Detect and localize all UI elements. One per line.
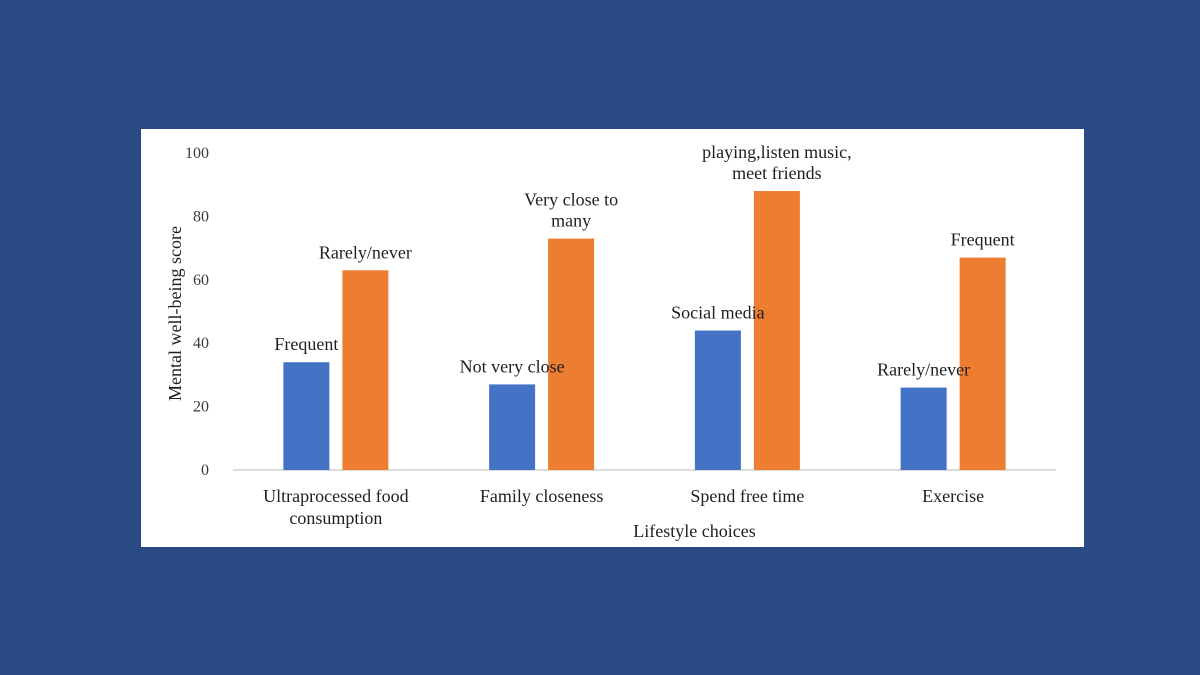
y-tick-label: 20 [193, 399, 209, 416]
bar-annotation: Not very close [460, 356, 565, 376]
bar-orange-3 [959, 257, 1006, 470]
bar-blue-0 [283, 362, 330, 470]
bar-blue-1 [489, 384, 536, 470]
bar-chart: 0 20 40 60 80 100 Frequent Rarely/never Not ver… [165, 142, 1056, 541]
x-axis-title: Lifestyle choices [633, 521, 755, 541]
x-category-label: consumption [289, 508, 382, 528]
y-tick-label: 40 [193, 335, 209, 352]
bar-orange-0 [342, 270, 389, 470]
bar-annotation: Very close to [524, 190, 618, 210]
bar-annotation: meet friends [732, 163, 821, 183]
y-axis-title: Mental well-being score [165, 226, 185, 401]
x-category-label: Spend free time [690, 486, 804, 506]
bar-orange-1 [548, 238, 595, 470]
bar-annotation: Rarely/never [319, 242, 412, 262]
bar-orange-2 [753, 191, 800, 470]
bars [283, 191, 1006, 470]
bar-blue-2 [694, 330, 741, 470]
y-tick-label: 60 [193, 272, 209, 289]
bar-annotation: Social media [671, 303, 764, 323]
bar-annotation: Rarely/never [877, 360, 970, 380]
bar-blue-3 [900, 387, 947, 470]
y-axis-ticks: 0 20 40 60 80 100 [185, 145, 209, 479]
bar-annotation: many [551, 211, 591, 231]
y-tick-label: 100 [185, 145, 209, 162]
chart-card: 0 20 40 60 80 100 Frequent Rarely/never Not ver… [141, 129, 1084, 547]
bar-annotation: playing,listen music, [702, 142, 851, 162]
y-tick-label: 80 [193, 208, 209, 225]
x-category-label: Ultraprocessed food [263, 486, 408, 506]
bar-annotation: Frequent [274, 334, 338, 354]
x-category-label: Family closeness [480, 486, 604, 506]
y-tick-label: 0 [201, 462, 209, 479]
bar-annotations: Frequent Rarely/never Not very close Very c… [274, 142, 1014, 380]
bar-annotation: Frequent [951, 230, 1015, 250]
x-category-label: Exercise [922, 486, 984, 506]
